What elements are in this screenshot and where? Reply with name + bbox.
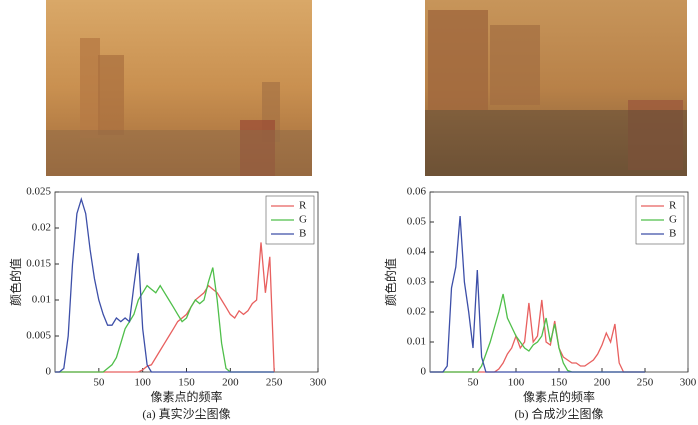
caption: (a) 真实沙尘图像 <box>142 406 230 421</box>
y-tick-label: 0.025 <box>26 186 51 198</box>
y-tick-label: 0.02 <box>32 222 51 234</box>
y-tick-label: 0.06 <box>407 186 427 198</box>
y-tick-label: 0.01 <box>32 294 51 306</box>
x-tick-label: 300 <box>680 377 697 389</box>
legend-label: B <box>299 228 306 240</box>
x-axis-label: 像素点的频率 <box>150 389 222 404</box>
x-tick-label: 250 <box>637 377 654 389</box>
series-line <box>430 299 645 373</box>
y-tick-label: 0.03 <box>407 276 427 288</box>
x-tick-label: 150 <box>551 377 568 389</box>
x-tick-label: 50 <box>93 377 105 389</box>
legend-label: G <box>299 214 307 226</box>
x-tick-label: 150 <box>178 377 195 389</box>
y-tick-label: 0 <box>421 366 427 378</box>
legend-label: B <box>669 228 676 240</box>
series-line <box>430 215 645 373</box>
x-axis-label: 像素点的频率 <box>523 389 595 404</box>
y-tick-label: 0.05 <box>407 216 427 228</box>
x-tick-label: 250 <box>266 377 283 389</box>
x-tick-label: 100 <box>134 377 151 389</box>
y-tick-label: 0.01 <box>407 336 426 348</box>
photo-synthetic <box>425 0 687 176</box>
y-tick-label: 0.005 <box>26 330 51 342</box>
x-tick-label: 50 <box>468 377 480 389</box>
y-tick-label: 0.04 <box>407 246 427 258</box>
legend-label: G <box>669 214 677 226</box>
series-line <box>55 196 275 373</box>
caption: (b) 合成沙尘图像 <box>515 406 604 421</box>
legend-label: R <box>299 200 307 212</box>
x-tick-label: 300 <box>310 377 327 389</box>
y-axis-label: 颜色的值 <box>383 258 398 306</box>
series-line <box>55 267 275 373</box>
y-tick-label: 0.015 <box>26 258 51 270</box>
x-tick-label: 200 <box>222 377 239 389</box>
y-tick-label: 0.02 <box>407 306 426 318</box>
x-tick-label: 200 <box>594 377 611 389</box>
x-tick-label: 100 <box>508 377 525 389</box>
legend-label: R <box>669 200 677 212</box>
photo-real <box>46 0 312 176</box>
series-line <box>55 242 275 373</box>
y-tick-label: 0 <box>46 366 52 378</box>
y-axis-label: 颜色的值 <box>8 258 23 306</box>
